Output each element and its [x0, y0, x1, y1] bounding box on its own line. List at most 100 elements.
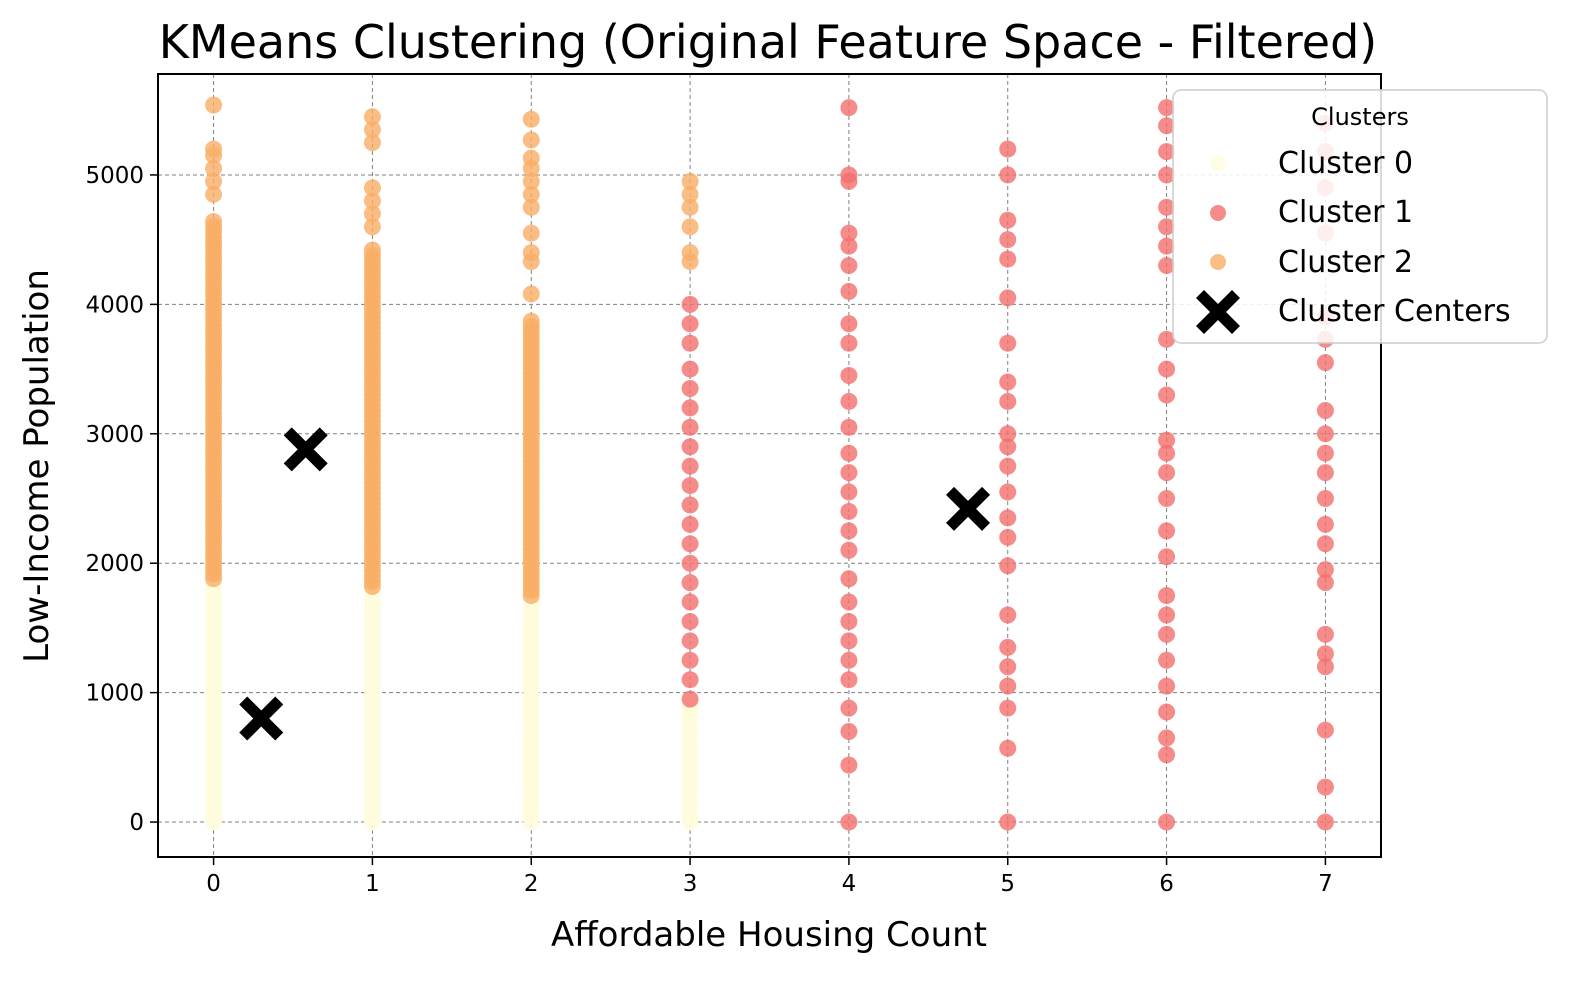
data-point-cluster-1	[1316, 464, 1334, 482]
data-point-cluster-2	[522, 198, 540, 216]
data-point-cluster-1	[840, 367, 858, 385]
data-point-cluster-1	[999, 638, 1017, 656]
data-point-cluster-1	[1158, 444, 1176, 462]
data-point-cluster-2	[363, 218, 381, 236]
data-point-cluster-1	[681, 315, 699, 333]
data-point-cluster-2	[681, 172, 699, 190]
data-point-cluster-2	[522, 149, 540, 167]
data-point-cluster-1	[840, 282, 858, 300]
data-point-cluster-2	[205, 140, 223, 158]
legend-label-cluster-2: Cluster 2	[1278, 245, 1413, 280]
data-point-cluster-1	[1316, 778, 1334, 796]
data-point-cluster-1	[840, 315, 858, 333]
data-point-cluster-1	[1158, 464, 1176, 482]
data-point-cluster-1	[681, 399, 699, 417]
data-point-cluster-2	[681, 185, 699, 203]
data-point-cluster-1	[999, 166, 1017, 184]
data-point-cluster-1	[1158, 651, 1176, 669]
data-point-cluster-1	[999, 677, 1017, 695]
data-point-cluster-1	[1158, 548, 1176, 566]
legend-frame	[1172, 89, 1548, 344]
data-point-cluster-1	[1316, 645, 1334, 663]
data-point-cluster-1	[840, 699, 858, 717]
data-point-cluster-1	[999, 289, 1017, 307]
data-point-cluster-1	[681, 632, 699, 650]
data-point-cluster-1	[999, 140, 1017, 158]
data-point-cluster-1	[999, 699, 1017, 717]
data-point-cluster-1	[840, 166, 858, 184]
data-point-cluster-1	[1158, 218, 1176, 236]
data-point-cluster-1	[1158, 117, 1176, 135]
data-point-cluster-2	[522, 185, 540, 203]
data-point-cluster-2	[522, 244, 540, 262]
data-point-cluster-2	[522, 285, 540, 303]
data-point-cluster-1	[840, 632, 858, 650]
data-point-cluster-1	[1158, 813, 1176, 831]
data-point-cluster-1	[840, 392, 858, 410]
data-point-cluster-2	[363, 192, 381, 210]
data-point-cluster-1	[681, 612, 699, 630]
data-point-cluster-1	[840, 541, 858, 559]
y-tick-label: 5000	[85, 163, 144, 189]
data-point-cluster-1	[1158, 746, 1176, 764]
legend-label-cluster-0: Cluster 0	[1278, 146, 1413, 181]
data-point-cluster-1	[1316, 535, 1334, 553]
data-point-cluster-1	[999, 334, 1017, 352]
data-point-cluster-2	[681, 198, 699, 216]
data-point-cluster-2	[363, 179, 381, 197]
data-point-cluster-1	[999, 658, 1017, 676]
data-point-cluster-1	[681, 418, 699, 436]
data-point-cluster-1	[1158, 143, 1176, 161]
data-point-cluster-2	[522, 172, 540, 190]
data-point-cluster-1	[840, 257, 858, 275]
y-tick-label: 3000	[85, 422, 144, 448]
legend: Clusters Cluster 0 Cluster 1 Cluster 2 C…	[1172, 89, 1548, 344]
data-point-cluster-1	[840, 502, 858, 520]
x-tick-label: 2	[524, 871, 539, 897]
data-point-cluster-2	[363, 121, 381, 139]
data-point-cluster-1	[1158, 257, 1176, 275]
data-point-cluster-1	[681, 651, 699, 669]
chart-title: KMeans Clustering (Original Feature Spac…	[159, 15, 1378, 69]
data-point-cluster-1	[681, 360, 699, 378]
data-point-cluster-2	[522, 224, 540, 242]
data-point-cluster-2	[205, 213, 223, 231]
y-tick-label: 1000	[85, 681, 144, 707]
data-point-cluster-1	[681, 690, 699, 708]
x-tick-label: 0	[206, 871, 221, 897]
data-point-cluster-1	[1158, 606, 1176, 624]
data-point-cluster-1	[1158, 198, 1176, 216]
x-tick-label: 6	[1159, 871, 1174, 897]
data-point-cluster-2	[205, 185, 223, 203]
data-point-cluster-1	[999, 250, 1017, 268]
data-point-cluster-2	[681, 218, 699, 236]
data-point-cluster-1	[999, 457, 1017, 475]
data-point-cluster-1	[999, 739, 1017, 757]
data-point-cluster-1	[840, 651, 858, 669]
data-point-cluster-1	[1316, 425, 1334, 443]
data-point-cluster-1	[840, 593, 858, 611]
data-point-cluster-1	[1316, 721, 1334, 739]
x-tick-label: 7	[1318, 871, 1333, 897]
data-point-cluster-1	[1158, 703, 1176, 721]
data-point-cluster-1	[840, 99, 858, 117]
data-point-cluster-2	[363, 108, 381, 126]
data-point-cluster-2	[363, 241, 381, 259]
data-point-cluster-1	[999, 392, 1017, 410]
data-point-cluster-1	[1316, 813, 1334, 831]
data-point-cluster-1	[840, 813, 858, 831]
x-tick-label: 4	[842, 871, 857, 897]
legend-label-cluster-centers: Cluster Centers	[1278, 294, 1511, 329]
data-point-cluster-1	[999, 606, 1017, 624]
cluster-center-marker	[239, 696, 284, 741]
cluster-center-marker	[283, 427, 328, 472]
x-tick-label: 1	[365, 871, 380, 897]
data-point-cluster-1	[999, 813, 1017, 831]
y-tick-label: 2000	[85, 551, 144, 577]
data-point-cluster-1	[1158, 330, 1176, 348]
data-point-cluster-1	[999, 231, 1017, 249]
data-point-cluster-1	[1158, 237, 1176, 255]
data-point-cluster-1	[840, 237, 858, 255]
data-point-cluster-1	[1316, 401, 1334, 419]
data-point-cluster-1	[840, 522, 858, 540]
